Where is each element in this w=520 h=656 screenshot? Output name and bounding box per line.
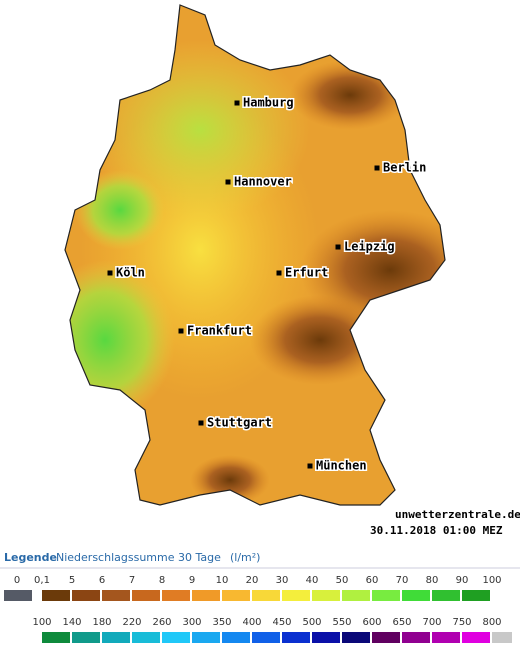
legend-swatch bbox=[192, 590, 220, 601]
legend-label: 500 bbox=[302, 617, 321, 628]
city-label: Köln bbox=[116, 266, 145, 280]
legend-label: 0,1 bbox=[34, 575, 50, 586]
city-label: Erfurt bbox=[285, 266, 328, 280]
city-label: Hannover bbox=[234, 175, 292, 189]
city-marker bbox=[234, 100, 240, 106]
legend-label: 550 bbox=[332, 617, 351, 628]
legend-swatch bbox=[162, 632, 190, 643]
legend-swatch bbox=[162, 590, 190, 601]
legend-swatch bbox=[492, 632, 512, 643]
legend-label: 20 bbox=[246, 575, 259, 586]
legend-label: 0 bbox=[14, 575, 20, 586]
legend-swatch bbox=[402, 590, 430, 601]
legend-swatch bbox=[72, 590, 100, 601]
legend-swatch bbox=[72, 632, 100, 643]
city-marker bbox=[307, 463, 313, 469]
city-label: Frankfurt bbox=[187, 324, 252, 338]
legend-title: Legende bbox=[4, 551, 57, 564]
city-label: Berlin bbox=[383, 161, 426, 175]
legend-label: 100 bbox=[482, 575, 501, 586]
legend-swatch bbox=[42, 590, 70, 601]
legend-label: 60 bbox=[366, 575, 379, 586]
legend-swatch bbox=[282, 632, 310, 643]
map-area bbox=[65, 5, 445, 505]
legend-swatch bbox=[102, 632, 130, 643]
legend-swatch bbox=[282, 590, 310, 601]
legend-label: 7 bbox=[129, 575, 135, 586]
legend-label: 450 bbox=[272, 617, 291, 628]
legend-label: 90 bbox=[456, 575, 469, 586]
legend-swatch bbox=[42, 632, 70, 643]
legend-label: 30 bbox=[276, 575, 289, 586]
watermark: unwetterzentrale.de bbox=[395, 508, 520, 521]
legend-swatch bbox=[222, 590, 250, 601]
legend-label: 800 bbox=[482, 617, 501, 628]
legend-label: 400 bbox=[242, 617, 261, 628]
city-label: Hamburg bbox=[243, 96, 294, 110]
legend-label: 180 bbox=[92, 617, 111, 628]
city-marker bbox=[225, 179, 231, 185]
legend-swatch bbox=[432, 590, 460, 601]
legend-swatch bbox=[462, 590, 490, 601]
legend-swatch bbox=[192, 632, 220, 643]
legend-swatch bbox=[342, 632, 370, 643]
legend-swatch bbox=[312, 590, 340, 601]
timestamp: 30.11.2018 01:00 MEZ bbox=[370, 524, 503, 537]
legend-swatch bbox=[4, 590, 32, 601]
legend-swatch bbox=[462, 632, 490, 643]
city-marker bbox=[374, 165, 380, 171]
border bbox=[64, 4, 446, 506]
legend-label: 6 bbox=[99, 575, 105, 586]
city-label: Stuttgart bbox=[207, 416, 272, 430]
city-marker bbox=[107, 270, 113, 276]
legend-label: 50 bbox=[336, 575, 349, 586]
legend-swatch bbox=[132, 632, 160, 643]
legend-label: 8 bbox=[159, 575, 165, 586]
legend-swatch bbox=[372, 632, 400, 643]
legend-swatch bbox=[432, 632, 460, 643]
legend-label: 140 bbox=[62, 617, 81, 628]
city-marker bbox=[178, 328, 184, 334]
legend-label: 9 bbox=[189, 575, 195, 586]
legend-unit: (l/m²) bbox=[230, 551, 260, 564]
legend-swatch bbox=[402, 632, 430, 643]
city-marker bbox=[198, 420, 204, 426]
legend-label: 650 bbox=[392, 617, 411, 628]
city-label: München bbox=[316, 459, 367, 473]
legend-label: 300 bbox=[182, 617, 201, 628]
legend-swatch bbox=[252, 590, 280, 601]
legend-label: 5 bbox=[69, 575, 75, 586]
legend-swatch bbox=[372, 590, 400, 601]
legend-swatch bbox=[312, 632, 340, 643]
city-marker bbox=[335, 244, 341, 250]
legend-swatch bbox=[252, 632, 280, 643]
legend-label: 40 bbox=[306, 575, 319, 586]
legend-swatch bbox=[222, 632, 250, 643]
legend-label: 700 bbox=[422, 617, 441, 628]
legend-swatch bbox=[342, 590, 370, 601]
legend-label: 70 bbox=[396, 575, 409, 586]
legend-subtitle: Niederschlagssumme 30 Tage bbox=[56, 551, 221, 564]
city-label: Leipzig bbox=[344, 240, 395, 254]
legend-swatch bbox=[102, 590, 130, 601]
legend-label: 600 bbox=[362, 617, 381, 628]
legend-label: 10 bbox=[216, 575, 229, 586]
legend-label: 80 bbox=[426, 575, 439, 586]
city-marker bbox=[276, 270, 282, 276]
legend-label: 260 bbox=[152, 617, 171, 628]
legend-label: 220 bbox=[122, 617, 141, 628]
legend-label: 100 bbox=[32, 617, 51, 628]
legend-label: 350 bbox=[212, 617, 231, 628]
legend-swatch bbox=[132, 590, 160, 601]
legend-label: 750 bbox=[452, 617, 471, 628]
